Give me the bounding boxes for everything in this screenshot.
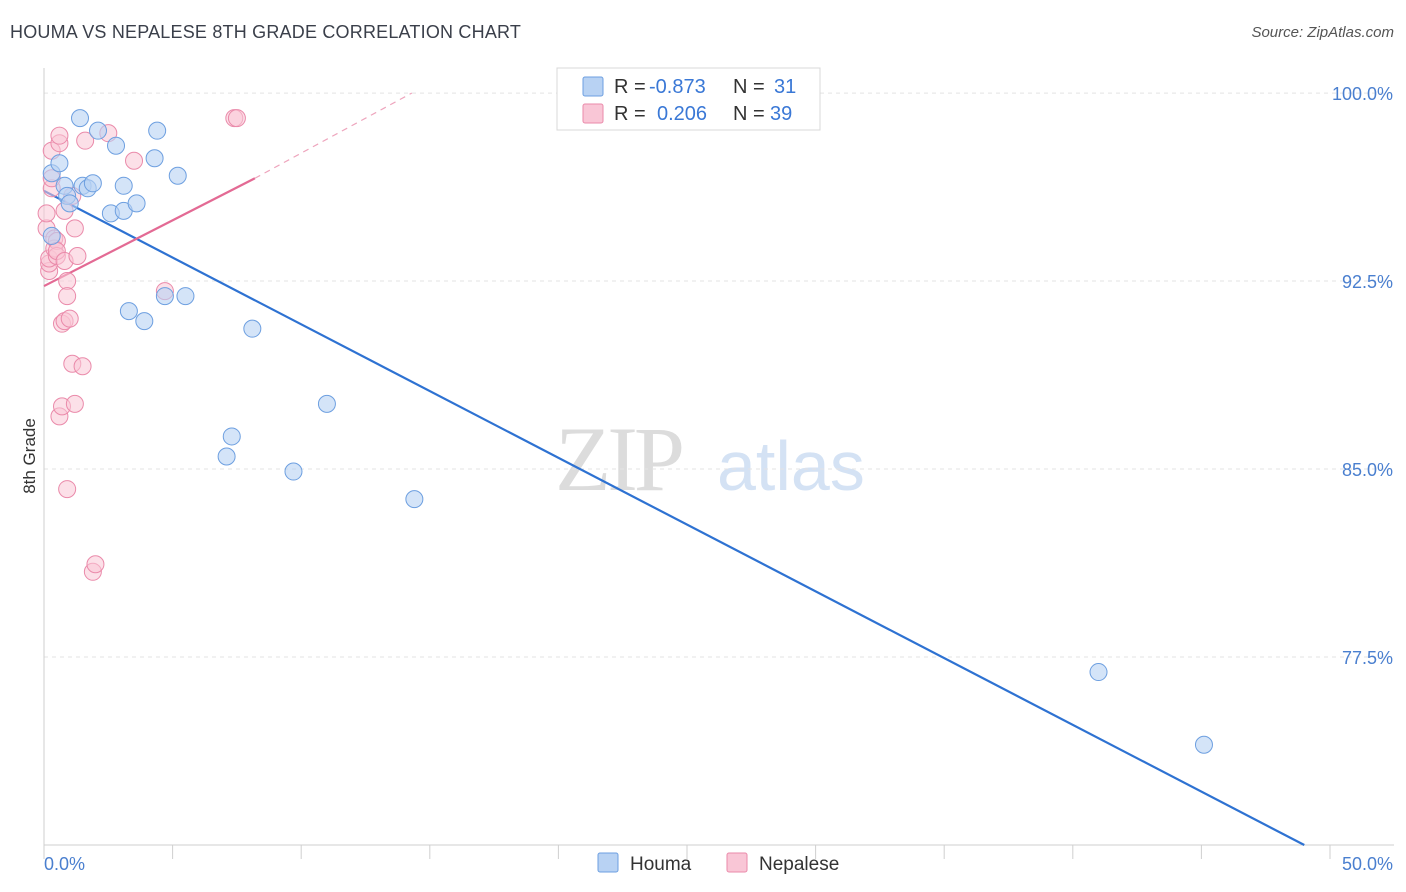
- y-tick-label: 85.0%: [1342, 460, 1393, 480]
- nepalese-point: [58, 287, 77, 306]
- trend-lines: [43, 92, 1305, 846]
- houma-point: [83, 174, 102, 193]
- houma-point: [217, 447, 236, 466]
- y-tick-label: 92.5%: [1342, 272, 1393, 292]
- correlation-legend: R = -0.873 N = 31 R = 0.206 N = 39: [556, 67, 821, 131]
- houma-point: [135, 312, 154, 331]
- houma-point: [317, 394, 336, 413]
- houma-point: [243, 319, 262, 338]
- houma-point: [222, 427, 241, 446]
- houma-point: [42, 226, 61, 245]
- nepalese-point: [76, 131, 95, 150]
- houma-point: [107, 136, 126, 155]
- nepalese-point: [50, 126, 69, 145]
- houma-point: [71, 109, 90, 128]
- nepalese-point: [60, 309, 79, 328]
- nepalese-point: [68, 246, 87, 265]
- y-tick-label: 77.5%: [1342, 648, 1393, 668]
- chart-title: HOUMA VS NEPALESE 8TH GRADE CORRELATION …: [10, 22, 522, 42]
- houma-point: [148, 121, 167, 140]
- bottom-legend-houma-swatch: [597, 852, 619, 873]
- houma-point: [1194, 735, 1213, 754]
- nepalese-point: [58, 272, 77, 291]
- legend-houma-r-label: R =: [614, 76, 646, 98]
- nepalese-point: [58, 480, 77, 499]
- nepalese-trend-line: [43, 177, 256, 288]
- houma-trend-line: [43, 189, 1305, 846]
- watermark-zip: ZIP: [555, 408, 682, 510]
- nepalese-trend-extension: [254, 92, 413, 179]
- source-credit: Source: ZipAtlas.com: [1251, 24, 1394, 41]
- houma-point: [284, 462, 303, 481]
- houma-point: [60, 194, 79, 213]
- nepalese-point: [65, 219, 84, 238]
- bottom-legend-nepalese-label: Nepalese: [759, 854, 839, 875]
- houma-point: [168, 166, 187, 185]
- houma-point: [127, 194, 146, 213]
- x-tick-label-max: 50.0%: [1342, 854, 1393, 874]
- legend-houma-r-value: -0.873: [649, 76, 706, 98]
- legend-nepalese-n-label: N =: [733, 103, 765, 125]
- nepalese-point: [65, 394, 84, 413]
- legend-nepalese-swatch: [582, 103, 604, 124]
- y-tick-label: 100.0%: [1332, 84, 1393, 104]
- y-tick-labels: 100.0% 92.5% 85.0% 77.5%: [1332, 84, 1393, 668]
- nepalese-point: [227, 109, 246, 128]
- bottom-legend-houma-label: Houma: [630, 854, 692, 875]
- houma-point: [176, 287, 195, 306]
- axes: [43, 68, 1394, 846]
- x-tick-label-min: 0.0%: [44, 854, 85, 874]
- nepalese-point: [86, 555, 105, 574]
- series-legend: Houma Nepalese: [597, 852, 839, 875]
- gridlines: [44, 92, 1394, 658]
- x-ticks: [43, 845, 1331, 859]
- houma-point: [1089, 663, 1108, 682]
- legend-nepalese-r-label: R =: [614, 103, 646, 125]
- houma-point: [145, 149, 164, 168]
- houma-point: [50, 154, 69, 173]
- houma-point: [119, 302, 138, 321]
- houma-point: [89, 121, 108, 140]
- data-points: [37, 109, 1213, 754]
- legend-nepalese-n-value: 39: [770, 103, 792, 125]
- legend-houma-swatch: [582, 76, 604, 97]
- nepalese-point: [37, 204, 56, 223]
- legend-houma-n-label: N =: [733, 76, 765, 98]
- bottom-legend-nepalese-swatch: [726, 852, 748, 873]
- nepalese-point: [73, 357, 92, 376]
- houma-point: [405, 490, 424, 509]
- houma-point: [114, 176, 133, 195]
- y-axis-title: 8th Grade: [20, 418, 39, 494]
- houma-point: [155, 287, 174, 306]
- nepalese-point: [125, 151, 144, 170]
- legend-nepalese-r-value: 0.206: [657, 103, 707, 125]
- legend-houma-n-value: 31: [774, 76, 796, 98]
- watermark-atlas: atlas: [717, 427, 865, 505]
